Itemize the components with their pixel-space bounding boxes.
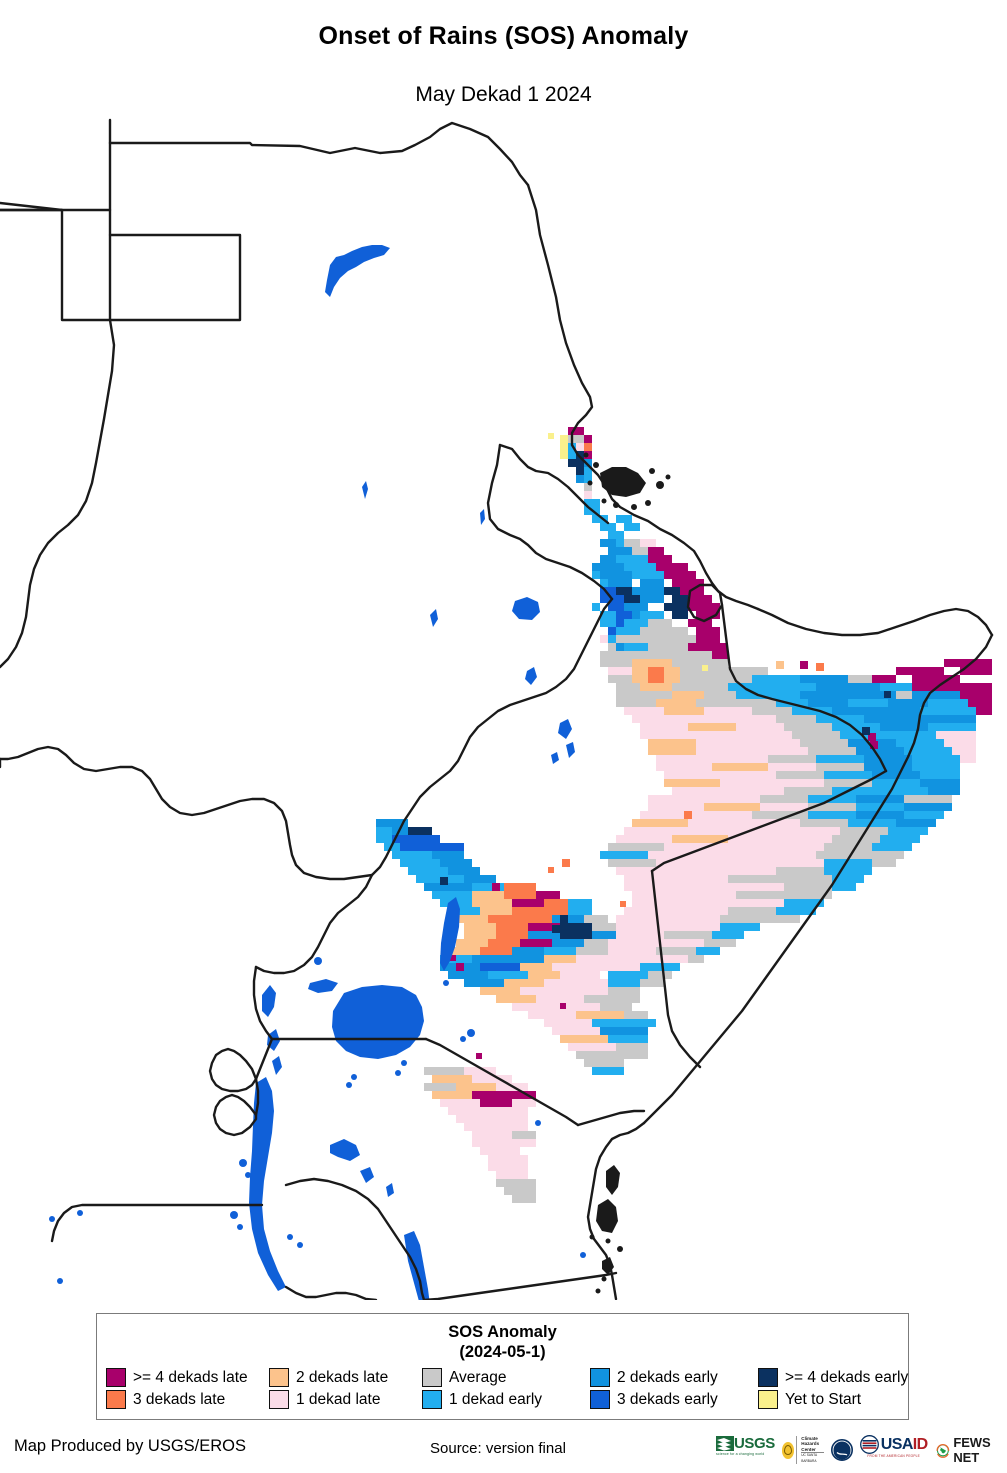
legend-item-2-early[interactable]: 2 dekads early bbox=[590, 1368, 758, 1387]
noaa-logo bbox=[830, 1435, 853, 1465]
source-note: Source: version final bbox=[430, 1440, 566, 1457]
page-title: Onset of Rains (SOS) Anomaly bbox=[318, 22, 689, 50]
usaid-logo: USAID FROM THE AMERICAN PEOPLE bbox=[859, 1435, 928, 1465]
map-graphic bbox=[0, 115, 1007, 1300]
chc-wordmark: Climate Hazards Center UC SANTA BARBARA bbox=[801, 1436, 824, 1465]
legend-item-yet-to-start[interactable]: Yet to Start bbox=[758, 1390, 916, 1409]
legend-label-ge4-early: >= 4 dekads early bbox=[785, 1369, 909, 1386]
country-borders bbox=[0, 118, 994, 1300]
legend-swatch-ge4-late bbox=[106, 1368, 126, 1387]
legend-swatch-1-late bbox=[269, 1390, 289, 1409]
legend-swatch-3-early bbox=[590, 1390, 610, 1409]
fewsnet-wordmark: FEWS NET bbox=[953, 1435, 991, 1465]
legend-item-3-late[interactable]: 3 dekads late bbox=[106, 1390, 269, 1409]
usaid-wordmark: USAID bbox=[880, 1435, 928, 1453]
map-legend: SOS Anomaly (2024-05-1) >= 4 dekads late… bbox=[96, 1313, 909, 1420]
legend-swatch-1-early bbox=[422, 1390, 442, 1409]
legend-swatch-3-late bbox=[106, 1390, 126, 1409]
legend-label-yet-to-start: Yet to Start bbox=[785, 1391, 862, 1408]
legend-label-ge4-late: >= 4 dekads late bbox=[133, 1369, 248, 1386]
page-subtitle: May Dekad 1 2024 bbox=[415, 83, 592, 106]
usgs-logo: USGS science for a changing world bbox=[716, 1435, 775, 1465]
legend-items: >= 4 dekads late 3 dekads late 2 dekads … bbox=[106, 1368, 908, 1409]
legend-item-3-early[interactable]: 3 dekads early bbox=[590, 1390, 758, 1409]
noaa-seal-icon bbox=[830, 1439, 853, 1461]
legend-label-3-early: 3 dekads early bbox=[617, 1391, 718, 1408]
chc-drop-icon bbox=[781, 1441, 795, 1459]
usgs-wordmark: USGS bbox=[734, 1435, 775, 1452]
usaid-tagline: FROM THE AMERICAN PEOPLE bbox=[867, 1454, 920, 1458]
legend-item-ge4-early[interactable]: >= 4 dekads early bbox=[758, 1368, 916, 1387]
chc-tagline: UC SANTA BARBARA bbox=[801, 1451, 824, 1464]
fewsnet-globe-icon bbox=[936, 1443, 949, 1458]
legend-item-ge4-late[interactable]: >= 4 dekads late bbox=[106, 1368, 269, 1387]
islands bbox=[583, 452, 671, 1294]
usgs-tagline: science for a changing world bbox=[716, 1452, 765, 1456]
legend-label-2-late: 2 dekads late bbox=[296, 1369, 389, 1386]
legend-swatch-ge4-early bbox=[758, 1368, 778, 1387]
fewsnet-logo: FEWS NET bbox=[935, 1435, 1001, 1465]
legend-label-2-early: 2 dekads early bbox=[617, 1369, 718, 1386]
legend-subtitle: (2024-05-1) bbox=[459, 1343, 546, 1361]
chc-logo: Climate Hazards Center UC SANTA BARBARA bbox=[781, 1435, 824, 1465]
legend-item-2-late[interactable]: 2 dekads late bbox=[269, 1368, 422, 1387]
legend-swatch-2-late bbox=[269, 1368, 289, 1387]
anomaly-raster bbox=[376, 427, 992, 1203]
logo-strip: USGS science for a changing world Climat… bbox=[716, 1433, 1001, 1467]
usaid-seal-icon bbox=[859, 1435, 879, 1454]
legend-item-1-late[interactable]: 1 dekad late bbox=[269, 1390, 422, 1409]
legend-label-1-late: 1 dekad late bbox=[296, 1391, 381, 1408]
legend-swatch-2-early bbox=[590, 1368, 610, 1387]
legend-item-1-early[interactable]: 1 dekad early bbox=[422, 1390, 590, 1409]
legend-swatch-average bbox=[422, 1368, 442, 1387]
legend-swatch-yet-to-start bbox=[758, 1390, 778, 1409]
legend-item-average[interactable]: Average bbox=[422, 1368, 590, 1387]
water-bodies bbox=[49, 245, 586, 1300]
legend-label-3-late: 3 dekads late bbox=[133, 1391, 226, 1408]
legend-label-average: Average bbox=[449, 1369, 507, 1386]
legend-label-1-early: 1 dekad early bbox=[449, 1391, 543, 1408]
usgs-mark-icon bbox=[716, 1436, 734, 1451]
map-canvas[interactable] bbox=[0, 115, 1007, 1300]
legend-title: SOS Anomaly bbox=[448, 1323, 557, 1341]
producer-credit: Map Produced by USGS/EROS bbox=[14, 1437, 247, 1455]
